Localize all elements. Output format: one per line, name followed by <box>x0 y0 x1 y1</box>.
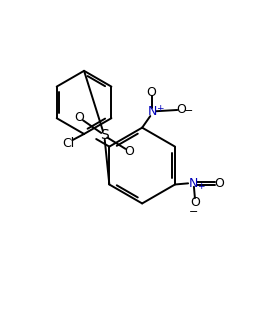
Text: −: − <box>184 106 193 116</box>
Text: N: N <box>148 105 157 118</box>
Text: O: O <box>176 103 186 117</box>
Text: O: O <box>125 145 134 158</box>
Text: O: O <box>214 177 224 190</box>
Text: N: N <box>189 177 199 190</box>
Text: +: + <box>156 104 163 113</box>
Text: Cl: Cl <box>62 137 75 150</box>
Text: O: O <box>146 86 156 99</box>
Text: S: S <box>100 128 109 142</box>
Text: −: − <box>189 207 199 217</box>
Text: O: O <box>74 111 84 124</box>
Text: +: + <box>197 182 205 191</box>
Text: O: O <box>190 196 200 209</box>
